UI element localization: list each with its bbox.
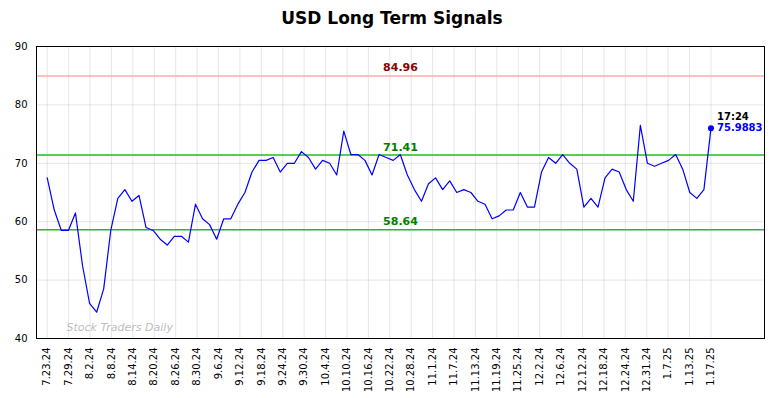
svg-text:12.12.24: 12.12.24 — [577, 348, 588, 393]
svg-text:75.9883: 75.9883 — [717, 122, 763, 133]
svg-text:11.25.24: 11.25.24 — [512, 348, 523, 393]
svg-text:80: 80 — [15, 99, 28, 110]
svg-text:11.19.24: 11.19.24 — [491, 348, 502, 393]
svg-text:8.20.24: 8.20.24 — [148, 348, 159, 386]
svg-text:40: 40 — [15, 333, 28, 344]
svg-text:17:24: 17:24 — [717, 111, 749, 122]
svg-text:11.7.24: 11.7.24 — [448, 348, 459, 386]
svg-text:90: 90 — [15, 41, 28, 52]
svg-text:84.96: 84.96 — [383, 61, 418, 74]
svg-text:8.2.24: 8.2.24 — [84, 348, 95, 380]
svg-text:12.31.24: 12.31.24 — [641, 348, 652, 393]
svg-text:11.1.24: 11.1.24 — [427, 348, 438, 386]
svg-text:1.7.25: 1.7.25 — [662, 348, 673, 380]
svg-text:58.64: 58.64 — [383, 215, 418, 228]
svg-text:60: 60 — [15, 216, 28, 227]
svg-text:10.16.24: 10.16.24 — [363, 348, 374, 393]
svg-text:8.14.24: 8.14.24 — [127, 348, 138, 386]
html-text:USD Long Term Signals: USD Long Term Signals — [281, 8, 503, 28]
svg-text:10.22.24: 10.22.24 — [384, 348, 395, 393]
svg-text:Stock Traders Daily: Stock Traders Daily — [67, 321, 174, 334]
svg-text:12.6.24: 12.6.24 — [555, 348, 566, 386]
svg-text:12.2.24: 12.2.24 — [534, 348, 545, 386]
svg-text:1.17.25: 1.17.25 — [705, 348, 716, 386]
svg-text:10.4.24: 10.4.24 — [320, 348, 331, 386]
svg-text:8.8.24: 8.8.24 — [106, 348, 117, 380]
svg-text:71.41: 71.41 — [383, 141, 418, 154]
svg-text:70: 70 — [15, 158, 28, 169]
svg-text:50: 50 — [15, 274, 28, 285]
svg-text:11.13.24: 11.13.24 — [470, 348, 481, 393]
svg-text:12.24.24: 12.24.24 — [620, 348, 631, 393]
svg-text:10.28.24: 10.28.24 — [405, 348, 416, 393]
svg-text:9.18.24: 9.18.24 — [256, 348, 267, 386]
svg-text:9.24.24: 9.24.24 — [277, 348, 288, 386]
svg-text:9.6.24: 9.6.24 — [213, 348, 224, 380]
svg-text:7.29.24: 7.29.24 — [63, 348, 74, 386]
svg-text:8.26.24: 8.26.24 — [170, 348, 181, 386]
svg-text:10.10.24: 10.10.24 — [341, 348, 352, 393]
svg-text:12.18.24: 12.18.24 — [598, 348, 609, 393]
svg-text:9.12.24: 9.12.24 — [234, 348, 245, 386]
svg-text:1.13.25: 1.13.25 — [684, 348, 695, 386]
svg-text:8.30.24: 8.30.24 — [191, 348, 202, 386]
svg-text:7.23.24: 7.23.24 — [41, 348, 52, 386]
svg-text:9.30.24: 9.30.24 — [298, 348, 309, 386]
